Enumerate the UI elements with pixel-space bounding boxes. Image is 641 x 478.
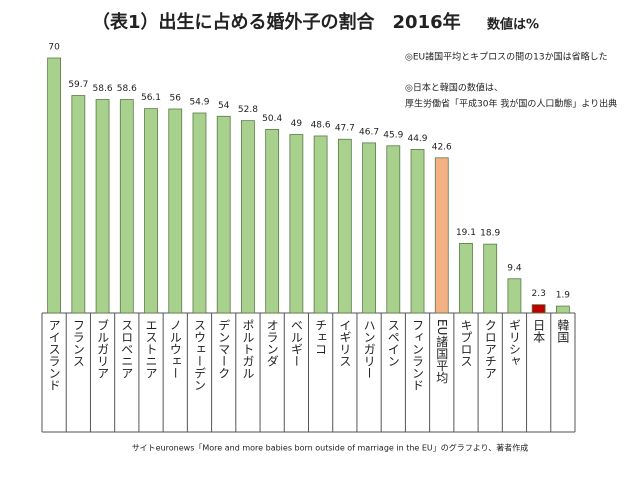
x-tick-label: アイスランド xyxy=(47,319,61,391)
value-label: 48.6 xyxy=(311,120,331,130)
x-tick-label: ハンガリー xyxy=(362,319,376,379)
x-tick-label: チェコ xyxy=(314,319,328,355)
bar xyxy=(168,108,183,314)
x-tick-label: EU諸国平均 xyxy=(435,319,449,384)
x-tick-label: スロベニア xyxy=(120,319,134,379)
note: ◎EU諸国平均とキプロスの間の13か国は省略した xyxy=(405,51,608,63)
bar xyxy=(144,108,158,314)
value-label: 45.9 xyxy=(383,130,403,140)
x-tick-label: クロアチア xyxy=(483,319,497,379)
bar xyxy=(216,115,231,314)
x-tick-label: ノルウェー xyxy=(168,319,182,379)
note: 厚生労働省「平成30年 我が国の人口動態」より出典 xyxy=(405,98,617,110)
bar xyxy=(192,112,207,314)
bar xyxy=(459,243,473,314)
x-tick-label: イギリス xyxy=(338,319,352,367)
x-tick-label: デンマーク xyxy=(217,319,231,379)
x-tick-label: ブルガリア xyxy=(96,318,110,379)
value-label: 56.1 xyxy=(141,93,161,103)
value-label: 1.9 xyxy=(556,291,571,301)
chart-title: （表1）出生に占める婚外子の割合 2016年 xyxy=(92,11,461,33)
bar xyxy=(71,95,86,314)
bar xyxy=(410,149,425,314)
value-label: 9.4 xyxy=(507,263,522,273)
value-label: 54.9 xyxy=(189,98,209,108)
bar xyxy=(47,57,62,314)
note: ◎日本と韓国の数値は、 xyxy=(405,82,503,94)
value-label: 19.1 xyxy=(456,228,476,238)
x-tick-label: フィンランド xyxy=(411,319,425,391)
bar xyxy=(241,120,255,314)
bar xyxy=(265,128,280,314)
value-label: 58.6 xyxy=(117,84,137,94)
bar xyxy=(531,304,546,314)
value-label: 49 xyxy=(291,119,303,129)
x-tick-label: キプロス xyxy=(459,319,473,367)
value-label: 46.7 xyxy=(359,127,379,137)
bar xyxy=(434,157,449,314)
x-tick-label: エストニア xyxy=(144,319,158,379)
bar xyxy=(507,278,522,314)
x-tick-label: ギリシャ xyxy=(507,319,521,367)
value-label: 54 xyxy=(218,101,230,111)
value-label: 70 xyxy=(48,43,60,53)
x-tick-label: フランス xyxy=(71,319,85,367)
value-label: 2.3 xyxy=(531,289,545,299)
x-tick-label: 日本 xyxy=(532,319,546,344)
value-label: 18.9 xyxy=(480,229,500,239)
bar xyxy=(313,135,328,314)
bar xyxy=(362,142,376,314)
source-note: サイトeuronews「More and more babies born ou… xyxy=(132,443,529,453)
x-tick-label: ポルトガル xyxy=(241,319,255,379)
bar xyxy=(119,99,134,314)
value-label: 56 xyxy=(170,94,182,104)
bar xyxy=(483,243,498,314)
value-label: 44.9 xyxy=(407,134,427,144)
bar xyxy=(95,99,110,314)
bar xyxy=(289,134,304,314)
value-label: 59.7 xyxy=(68,80,88,90)
value-label: 52.8 xyxy=(238,105,258,115)
bar xyxy=(555,305,570,314)
chart-subtitle: 数値は% xyxy=(487,17,539,33)
value-label: 58.6 xyxy=(93,84,113,94)
x-tick-label: ベルギー xyxy=(289,319,303,367)
x-tick-label: スウェーデン xyxy=(192,319,206,391)
value-label: 47.7 xyxy=(335,124,355,134)
value-label: 42.6 xyxy=(432,142,452,152)
x-tick-label: オランダ xyxy=(265,319,279,367)
x-tick-label: 韓国 xyxy=(556,319,570,343)
bar xyxy=(337,138,352,314)
x-tick-label: スペイン xyxy=(386,319,400,367)
value-label: 50.4 xyxy=(262,114,282,124)
bar xyxy=(386,145,401,314)
